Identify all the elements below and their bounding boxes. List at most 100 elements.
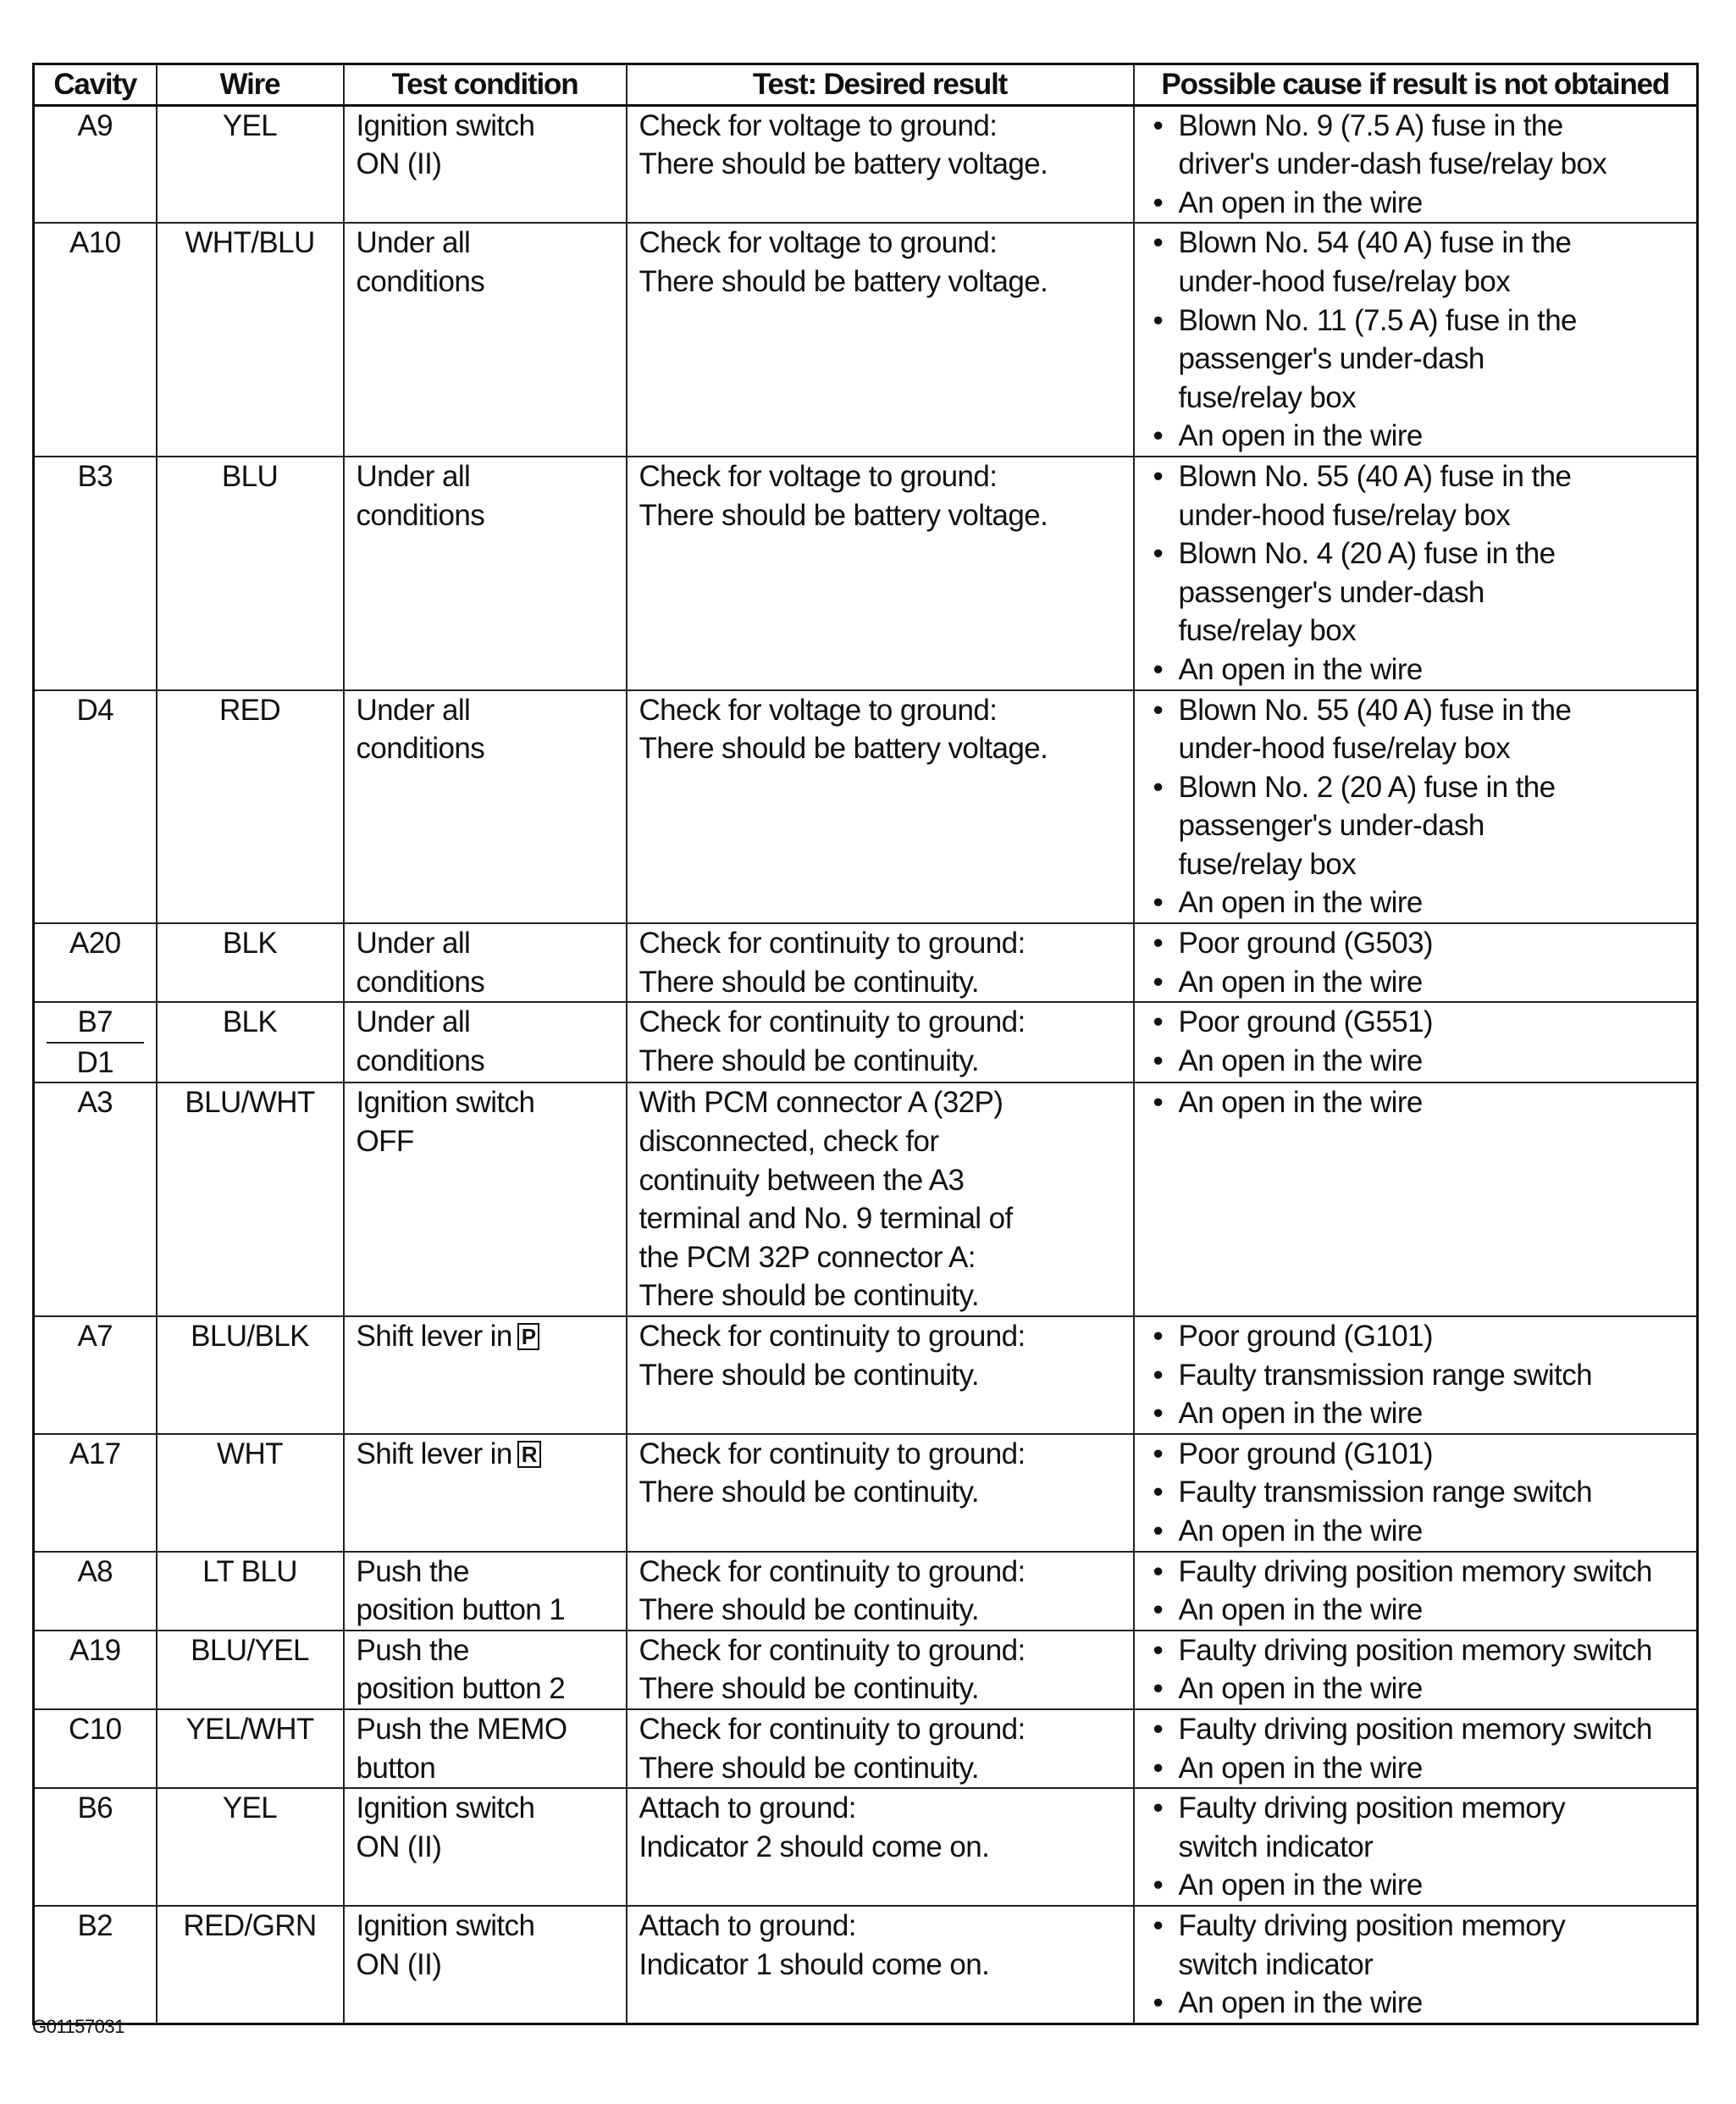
cause-item: An open in the wire — [1147, 651, 1685, 689]
desired-result-cell: Check for voltage to ground: There shoul… — [625, 689, 1135, 925]
desired-result-cell: Check for continuity to ground: There sh… — [625, 1550, 1135, 1631]
cause-item: An open in the wire — [1147, 1512, 1685, 1550]
desired-result-cell: Check for continuity to ground: There sh… — [625, 1708, 1135, 1790]
cause-item: Faulty driving position memory switch — [1147, 1632, 1685, 1670]
cause-item: An open in the wire — [1147, 963, 1685, 1001]
test-condition-cell: Ignition switch ON (II) — [342, 1787, 628, 1907]
cause-item: Faulty transmission range switch — [1147, 1473, 1685, 1512]
test-condition-cell: Under all conditions — [342, 689, 628, 925]
desired-result-cell: Attach to ground: Indicator 1 should com… — [625, 1904, 1135, 2025]
cause-item: Faulty driving position memory switch in… — [1147, 1790, 1685, 1866]
cavity-value: A20 — [69, 927, 121, 961]
table-row: A20 BLK Under all conditions Check for cont… — [32, 922, 1699, 1004]
table-row: B3 BLU Under all conditions Check for volta… — [32, 455, 1699, 691]
test-condition-text: Under all conditions — [356, 459, 485, 532]
possible-cause-cell: Faulty driving position memory switch in… — [1132, 1904, 1699, 2025]
test-condition-cell: Push the position button 1 — [342, 1550, 628, 1631]
test-condition-cell: Under all conditions — [342, 455, 628, 691]
table-body: A9 YEL Ignition switch ON (II) Check for vo… — [32, 104, 1699, 2025]
table-row: A10 WHT/BLU Under all conditions Check for … — [32, 222, 1699, 457]
cause-item: Faulty driving position memory switch — [1147, 1711, 1685, 1749]
cavity-cell: A17 — [32, 1432, 158, 1553]
cause-list: Faulty driving position memory switchAn … — [1147, 1711, 1685, 1787]
cause-item: Poor ground (G551) — [1147, 1004, 1685, 1042]
test-condition-cell: Push the position button 2 — [342, 1629, 628, 1710]
possible-cause-cell: Poor ground (G101)Faulty transmission ra… — [1132, 1432, 1699, 1553]
cause-item: Blown No. 11 (7.5 A) fuse in the passeng… — [1147, 302, 1685, 418]
test-condition-text: Ignition switch OFF — [356, 1086, 535, 1159]
cause-list: Poor ground (G551)An open in the wire — [1147, 1004, 1685, 1081]
cavity-cell: B2 — [32, 1904, 158, 2025]
possible-cause-cell: Blown No. 9 (7.5 A) fuse in the driver's… — [1132, 104, 1699, 224]
cause-list: Blown No. 9 (7.5 A) fuse in the driver's… — [1147, 107, 1685, 221]
desired-result-cell: Check for voltage to ground: There shoul… — [625, 455, 1135, 691]
table-row: A9 YEL Ignition switch ON (II) Check for vo… — [32, 104, 1699, 224]
wire-cell: WHT — [155, 1432, 345, 1553]
test-condition-text: Push the position button 1 — [356, 1554, 566, 1627]
test-condition-text: Shift lever in — [356, 1437, 513, 1470]
header-row: Cavity Wire Test condition Test: Desired… — [32, 63, 1699, 107]
test-condition-text: Under all conditions — [356, 1005, 485, 1077]
test-condition-cell: Ignition switch ON (II) — [342, 1904, 628, 2025]
possible-cause-cell: Faulty driving position memory switch in… — [1132, 1787, 1699, 1907]
desired-result-cell: Check for continuity to ground: There sh… — [625, 1629, 1135, 1710]
cause-list: Poor ground (G503)An open in the wire — [1147, 925, 1685, 1001]
cavity-value: A19 — [69, 1633, 121, 1667]
cause-item: Faulty driving position memory switch in… — [1147, 1907, 1685, 1984]
cavity-value: B7 — [77, 1005, 113, 1039]
cause-item: Blown No. 55 (40 A) fuse in the under-ho… — [1147, 691, 1685, 767]
cavity-cell: A19 — [32, 1629, 158, 1710]
shift-position-box: R — [517, 1440, 541, 1468]
test-condition-cell: Ignition switch OFF — [342, 1082, 628, 1317]
header-wire: Wire — [155, 63, 345, 107]
test-condition-text: Shift lever in — [356, 1320, 513, 1353]
figure-code: G01157031 — [32, 2016, 124, 2037]
wire-cell: YEL — [155, 104, 345, 224]
cause-item: An open in the wire — [1147, 1084, 1685, 1122]
cavity-cell: B6 — [32, 1787, 158, 1907]
desired-result-cell: Check for voltage to ground: There shoul… — [625, 104, 1135, 224]
test-condition-cell: Under all conditions — [342, 922, 628, 1004]
cavity-value: A9 — [77, 108, 113, 142]
cavity-value: C10 — [69, 1712, 122, 1746]
test-condition-text: Push the MEMO button — [356, 1712, 568, 1785]
cause-item: Blown No. 54 (40 A) fuse in the under-ho… — [1147, 224, 1685, 301]
cause-item: An open in the wire — [1147, 1591, 1685, 1629]
cause-item: An open in the wire — [1147, 1394, 1685, 1432]
cavity-cell: D4 — [32, 689, 158, 925]
desired-result-cell: Attach to ground: Indicator 2 should com… — [625, 1787, 1135, 1907]
cause-item: An open in the wire — [1147, 1042, 1685, 1081]
wire-cell: BLU/WHT — [155, 1082, 345, 1317]
cause-item: An open in the wire — [1147, 1866, 1685, 1904]
table-row: A7 BLU/BLK Shift lever in P Check for contin… — [32, 1315, 1699, 1435]
cause-item: An open in the wire — [1147, 417, 1685, 455]
cause-list: Blown No. 54 (40 A) fuse in the under-ho… — [1147, 224, 1685, 455]
cause-list: Poor ground (G101)Faulty transmission ra… — [1147, 1436, 1685, 1550]
cavity-value: A7 — [77, 1320, 113, 1353]
wire-cell: LT BLU — [155, 1550, 345, 1631]
possible-cause-cell: Blown No. 54 (40 A) fuse in the under-ho… — [1132, 222, 1699, 457]
cause-item: Poor ground (G101) — [1147, 1318, 1685, 1356]
cause-list: Blown No. 55 (40 A) fuse in the under-ho… — [1147, 691, 1685, 922]
test-condition-cell: Under all conditions — [342, 1001, 628, 1084]
cause-list: Blown No. 55 (40 A) fuse in the under-ho… — [1147, 458, 1685, 689]
cause-list: Faulty driving position memory switch in… — [1147, 1907, 1685, 2022]
cavity-value: B2 — [77, 1908, 113, 1942]
header-cavity: Cavity — [32, 63, 158, 107]
cause-list: Poor ground (G101)Faulty transmission ra… — [1147, 1318, 1685, 1432]
cavity-value: B3 — [77, 459, 113, 493]
desired-result-cell: Check for voltage to ground: There shoul… — [625, 222, 1135, 457]
desired-result-cell: With PCM connector A (32P) disconnected,… — [625, 1082, 1135, 1317]
possible-cause-cell: Poor ground (G551)An open in the wire — [1132, 1001, 1699, 1084]
possible-cause-cell: Faulty driving position memory switchAn … — [1132, 1629, 1699, 1710]
wire-cell: BLU/BLK — [155, 1315, 345, 1435]
desired-result-cell: Check for continuity to ground: There sh… — [625, 922, 1135, 1004]
cavity-cell: A8 — [32, 1550, 158, 1631]
cavity-value: A10 — [69, 226, 121, 260]
test-condition-text: Ignition switch ON (II) — [356, 1791, 535, 1863]
cause-item: Faulty transmission range switch — [1147, 1356, 1685, 1395]
test-condition-text: Push the position button 2 — [356, 1633, 566, 1706]
cause-list: Faulty driving position memory switchAn … — [1147, 1632, 1685, 1708]
cause-item: An open in the wire — [1147, 1749, 1685, 1787]
desired-result-cell: Check for continuity to ground: There sh… — [625, 1432, 1135, 1553]
